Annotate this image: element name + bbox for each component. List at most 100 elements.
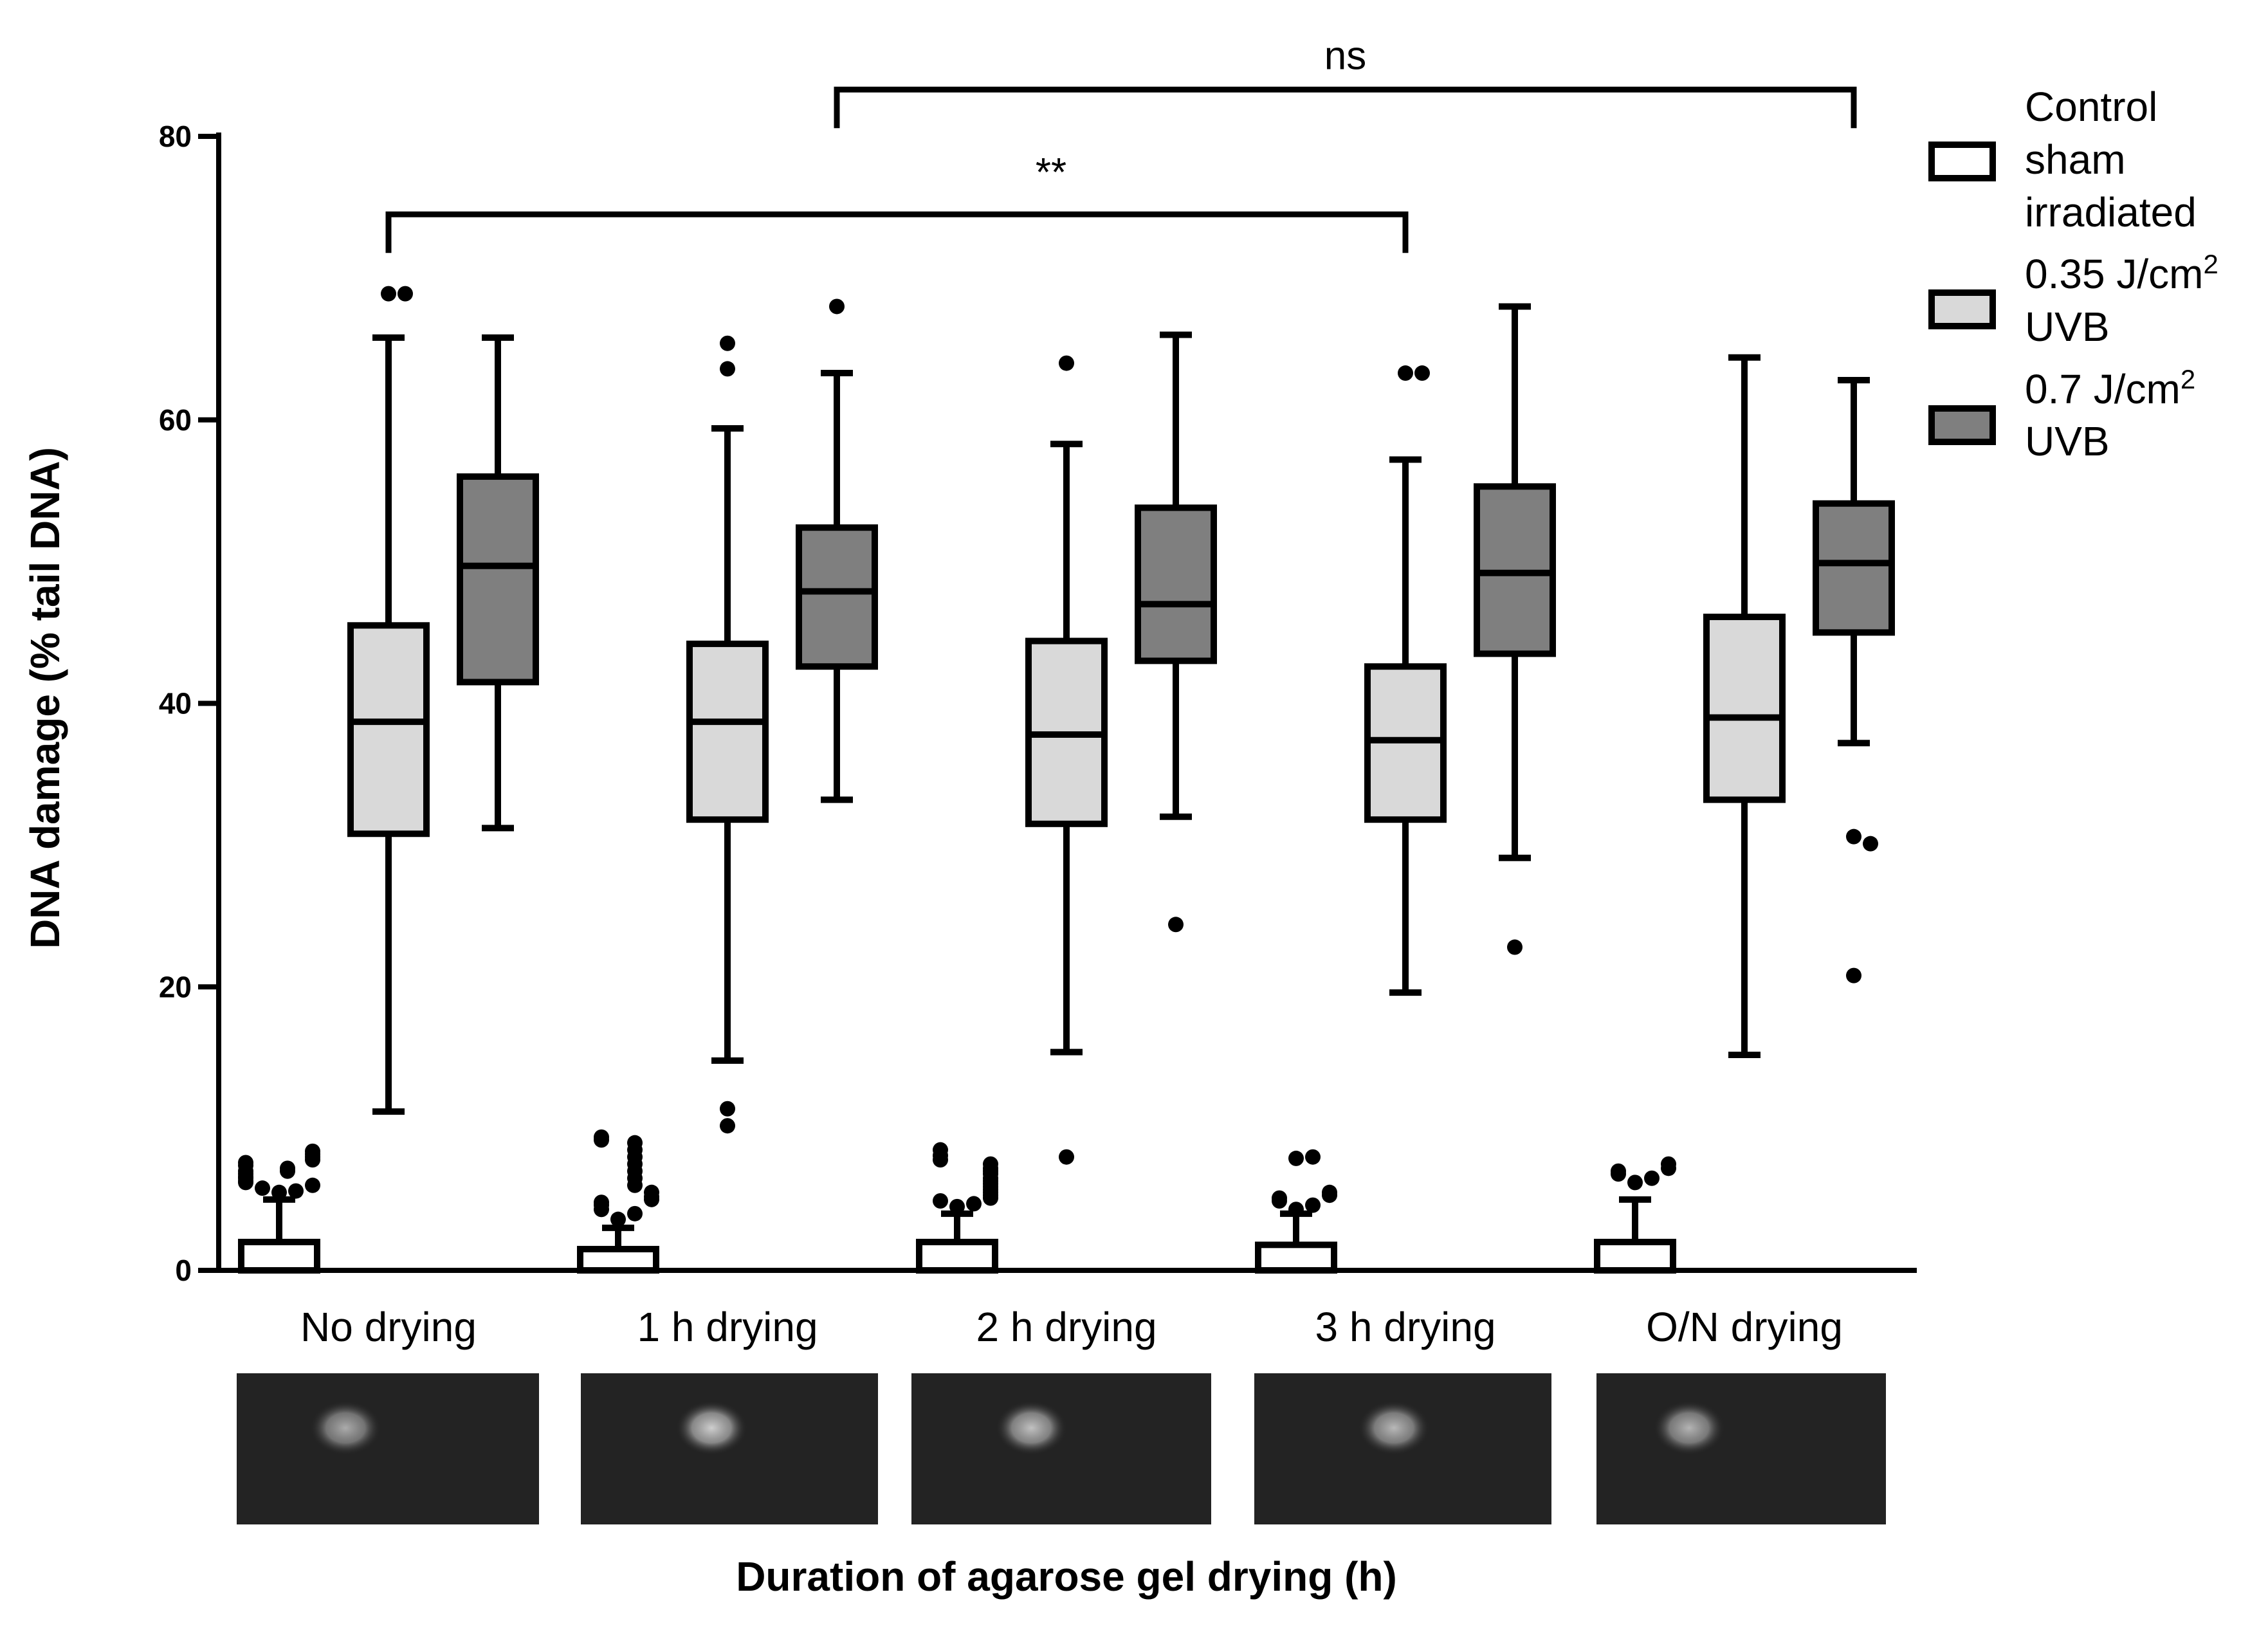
box-0-4 xyxy=(1594,1156,1676,1274)
outlier-point xyxy=(594,1194,609,1211)
annotation-1: ns xyxy=(834,33,1857,129)
y-tick-label: 40 xyxy=(159,687,192,720)
bracket xyxy=(834,86,1857,129)
x-axis-title: Duration of agarose gel drying (h) xyxy=(736,1553,1397,1600)
box-body xyxy=(1813,500,1895,636)
outlier-point xyxy=(280,1160,295,1176)
outlier-point xyxy=(1272,1190,1287,1206)
legend-superscript: 2 xyxy=(2203,249,2218,279)
outlier-point xyxy=(720,335,735,351)
y-tick-label: 20 xyxy=(159,970,192,1003)
comet-spot xyxy=(676,1401,747,1455)
y-axis-ticks: 0 20 40 60 80 xyxy=(159,120,219,1287)
box-body xyxy=(457,473,539,686)
legend-swatch xyxy=(1928,405,1996,445)
box-body xyxy=(1703,614,1786,803)
box-0-0 xyxy=(238,1143,320,1274)
category-labels: No drying 1 h drying 2 h drying 3 h drying O… xyxy=(300,1304,1843,1350)
significance-annotations: ** ns xyxy=(385,33,1857,253)
category-label: 2 h drying xyxy=(976,1304,1157,1350)
outlier-point xyxy=(1322,1184,1337,1200)
comet-panel xyxy=(237,1373,539,1524)
boxes xyxy=(238,286,1895,1274)
outlier-point xyxy=(720,361,735,377)
box-2-2 xyxy=(1135,331,1217,933)
outlier-point xyxy=(1611,1163,1626,1179)
comet-image-2 xyxy=(911,1373,1211,1524)
box-2-0 xyxy=(457,334,539,832)
comet-panel xyxy=(911,1373,1211,1524)
outlier-point xyxy=(1863,836,1878,852)
y-tick-label: 60 xyxy=(159,403,192,437)
outlier-point xyxy=(933,1142,948,1158)
box-0-2 xyxy=(916,1142,998,1274)
box-body xyxy=(916,1238,998,1274)
y-tick-label: 80 xyxy=(159,120,192,153)
box-1-1 xyxy=(686,335,769,1134)
legend-label: UVB xyxy=(2025,304,2110,350)
box-body xyxy=(1135,504,1217,664)
comet-image-4 xyxy=(1596,1373,1886,1524)
outlier-point xyxy=(983,1156,998,1172)
outlier-point xyxy=(720,1101,735,1117)
outlier-point xyxy=(305,1143,320,1159)
legend-swatch xyxy=(1928,142,1996,181)
outlier-point xyxy=(238,1155,253,1171)
comet-image-1 xyxy=(581,1373,878,1524)
significance-label: ns xyxy=(1324,33,1366,78)
box-1-2 xyxy=(1025,355,1108,1165)
box-1-4 xyxy=(1703,354,1786,1059)
box-2-3 xyxy=(1474,303,1556,955)
outlier-point xyxy=(1627,1175,1643,1191)
category-label: O/N drying xyxy=(1646,1304,1843,1350)
category-label: 1 h drying xyxy=(637,1304,818,1350)
legend-item-1: 0.35 J/cm2 UVB xyxy=(1928,249,2218,350)
category-label: No drying xyxy=(300,1304,477,1350)
significance-label: ** xyxy=(1036,151,1066,195)
legend-label: Control xyxy=(2025,84,2157,130)
comet-image-3 xyxy=(1254,1373,1551,1524)
outlier-point xyxy=(1644,1170,1660,1186)
box-2-1 xyxy=(796,298,878,803)
legend-label: sham xyxy=(2025,136,2126,183)
outlier-point xyxy=(1305,1197,1321,1213)
box-0-3 xyxy=(1255,1149,1337,1274)
legend-swatch xyxy=(1928,289,1996,329)
box-body xyxy=(577,1245,659,1274)
outlier-point xyxy=(1846,967,1861,983)
outlier-point xyxy=(1059,1149,1074,1165)
outlier-point xyxy=(288,1183,304,1199)
comet-image-0 xyxy=(237,1373,539,1524)
outlier-point xyxy=(949,1198,965,1214)
category-label: 3 h drying xyxy=(1315,1304,1495,1350)
comet-panel xyxy=(1596,1373,1886,1524)
outlier-point xyxy=(1288,1202,1304,1218)
outlier-point xyxy=(255,1180,270,1196)
legend-item-2: 0.7 J/cm2 UVB xyxy=(1928,364,2195,464)
bracket xyxy=(385,211,1409,253)
outlier-point xyxy=(305,1177,320,1193)
outlier-point xyxy=(1661,1156,1676,1172)
outlier-point xyxy=(398,286,413,302)
outlier-point xyxy=(1168,917,1184,933)
outlier-point xyxy=(1288,1150,1304,1166)
box-body xyxy=(1255,1241,1337,1274)
comet-images xyxy=(237,1373,1886,1524)
comet-spot xyxy=(1358,1401,1430,1455)
y-tick-label: 0 xyxy=(175,1254,192,1287)
comet-spot xyxy=(996,1401,1067,1455)
outlier-point xyxy=(720,1118,735,1134)
outlier-point xyxy=(627,1135,643,1151)
outlier-point xyxy=(1059,355,1074,371)
outlier-point xyxy=(1846,828,1861,845)
box-1-0 xyxy=(347,286,430,1115)
box-body xyxy=(1594,1238,1676,1274)
annotation-0: ** xyxy=(385,151,1409,253)
outlier-point xyxy=(966,1196,982,1212)
outlier-point xyxy=(381,286,396,302)
legend-label: UVB xyxy=(2025,418,2110,464)
box-0-1 xyxy=(577,1129,659,1274)
box-2-4 xyxy=(1813,377,1895,983)
